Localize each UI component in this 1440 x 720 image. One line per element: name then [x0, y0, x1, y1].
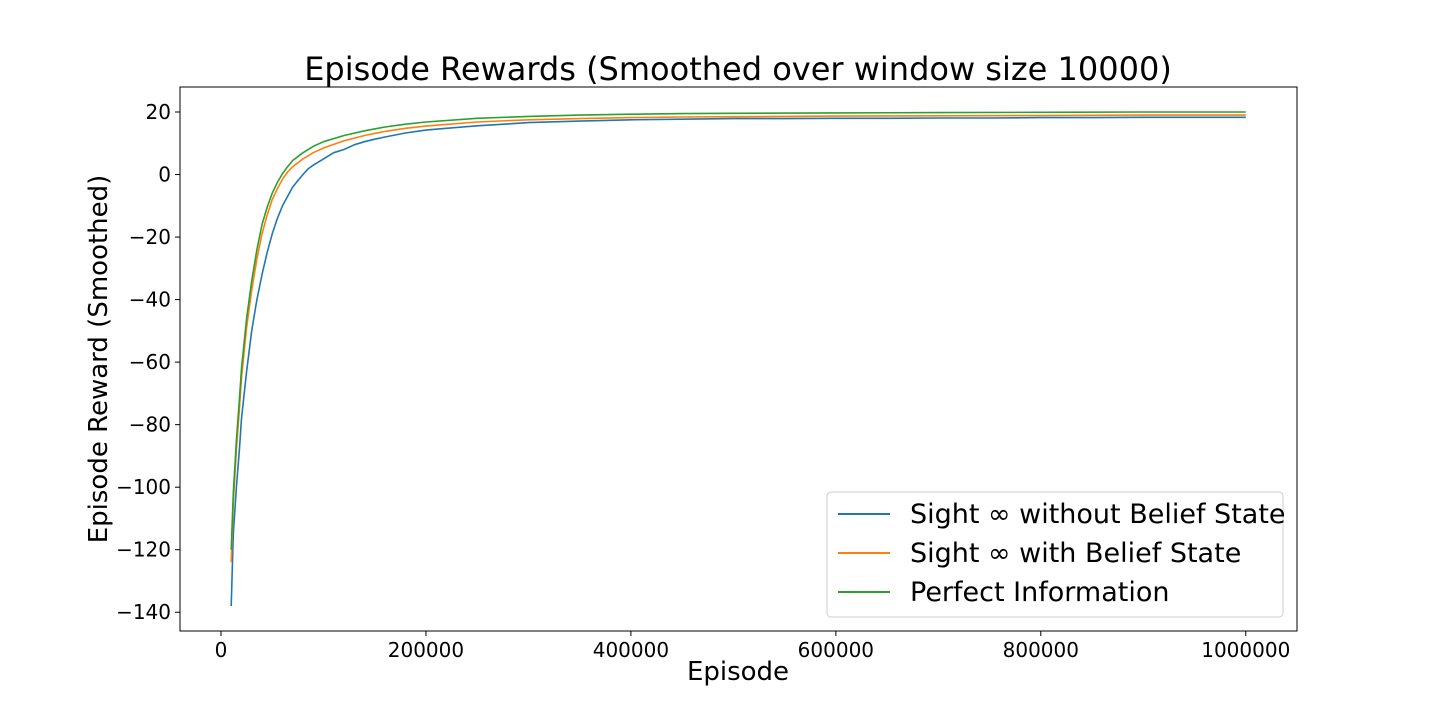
y-tick-label: 20 — [146, 100, 171, 124]
y-tick-label: −100 — [116, 475, 171, 499]
y-tick-label: −60 — [129, 350, 171, 374]
y-axis-title: Episode Reward (Smoothed) — [84, 175, 114, 544]
y-tick-label: −120 — [116, 538, 171, 562]
x-axis-title: Episode — [687, 657, 789, 687]
x-axis: 0 200000 400000 600000 800000 1000000 — [215, 631, 1290, 662]
chart-title: Episode Rewards (Smoothed over window si… — [304, 50, 1172, 88]
legend-label-0: Sight ∞ without Belief State — [910, 499, 1286, 530]
x-tick-label: 200000 — [388, 638, 464, 662]
legend: Sight ∞ without Belief State Sight ∞ wit… — [826, 491, 1286, 618]
series-line-2 — [230, 111, 1246, 550]
series-line-0 — [230, 116, 1246, 607]
y-tick-label: −40 — [129, 288, 171, 312]
x-tick-label: 1000000 — [1201, 638, 1290, 662]
y-tick-label: −140 — [116, 600, 171, 624]
x-tick-label: 0 — [215, 638, 228, 662]
legend-box — [826, 491, 1284, 618]
x-tick-label: 800000 — [1003, 638, 1079, 662]
x-tick-label: 400000 — [593, 638, 669, 662]
series-line-1 — [230, 114, 1246, 563]
legend-label-1: Sight ∞ with Belief State — [910, 538, 1241, 569]
y-tick-label: −20 — [129, 225, 171, 249]
legend-label-2: Perfect Information — [910, 577, 1169, 608]
y-tick-label: 0 — [158, 163, 171, 187]
series-layer — [230, 111, 1246, 607]
y-axis: −140 −120 −100 −80 −60 −40 −20 0 20 — [116, 100, 180, 624]
x-tick-label: 600000 — [798, 638, 874, 662]
y-tick-label: −80 — [129, 413, 171, 437]
